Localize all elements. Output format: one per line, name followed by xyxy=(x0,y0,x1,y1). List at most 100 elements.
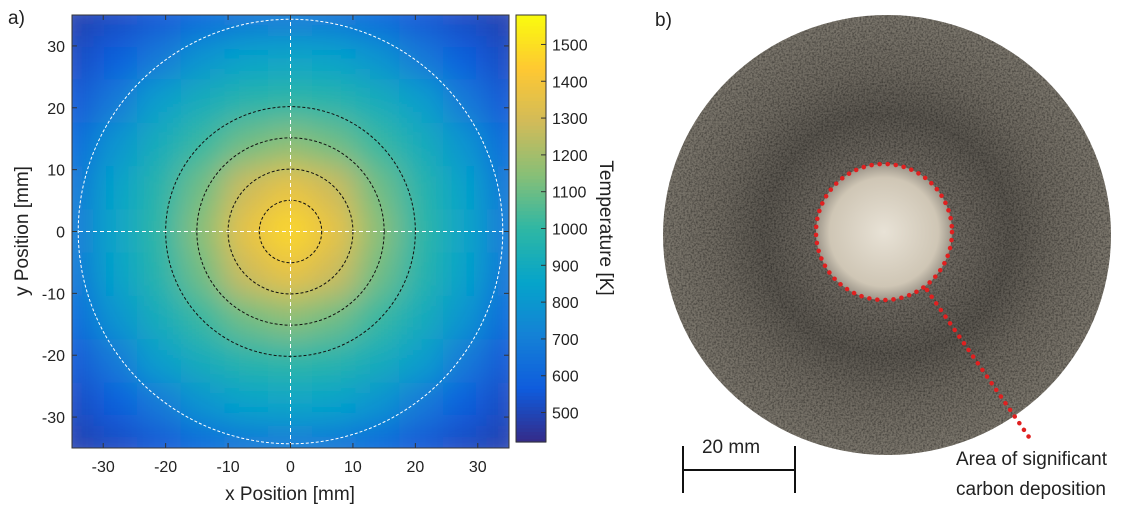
colorbar-slice xyxy=(516,203,546,208)
colorbar-slice xyxy=(516,132,546,137)
heatmap-cell xyxy=(355,122,401,168)
colorbar-slice xyxy=(516,143,546,148)
heatmap-cells xyxy=(72,15,509,448)
heatmap-cell xyxy=(486,122,509,168)
colorbar-slice xyxy=(516,118,546,123)
heatmap-cell xyxy=(311,15,357,38)
y-tick-label: 10 xyxy=(47,163,65,180)
colorbar-slice xyxy=(516,61,546,66)
heatmap-cell xyxy=(311,79,357,124)
heatmap-cell xyxy=(486,36,509,81)
heatmap-cell xyxy=(224,295,270,341)
colorbar-slice xyxy=(516,388,546,393)
colorbar-slice xyxy=(516,385,546,390)
colorbar-slice xyxy=(516,299,546,304)
heatmap-cell xyxy=(137,339,182,384)
colorbar-slice xyxy=(516,239,546,244)
annotation: Area of significant xyxy=(956,449,1108,470)
x-tick-label: 10 xyxy=(344,459,362,476)
heatmap-cell xyxy=(442,79,488,124)
heatmap-cell xyxy=(311,425,357,448)
heatmap-cell xyxy=(486,382,509,427)
pointer xyxy=(924,287,1034,443)
heatmap-cell xyxy=(180,15,226,38)
heatmap-cell xyxy=(72,36,95,81)
heatmap-cell xyxy=(355,425,401,448)
heatmap-cell xyxy=(442,15,488,38)
heatmap-cell xyxy=(486,15,509,38)
x-tick-label: -10 xyxy=(217,459,240,476)
heatmap-cell xyxy=(137,425,182,448)
colorbar-slice xyxy=(516,221,546,226)
colorbar-slice xyxy=(516,370,546,375)
colorbar-slice xyxy=(516,29,546,34)
colorbar-slice xyxy=(516,402,546,408)
y-tick-label: 0 xyxy=(56,225,65,242)
heatmap-cell xyxy=(442,425,488,448)
heatmap-cell xyxy=(224,382,270,427)
heatmap-cell xyxy=(224,425,270,448)
x-axis-label: x Position [mm] xyxy=(225,484,355,505)
colorbar-slice xyxy=(516,395,546,400)
heatmap-cell xyxy=(180,339,226,384)
colorbar-slice xyxy=(516,54,546,59)
colorbar-slice xyxy=(516,89,546,94)
colorbar-slice xyxy=(516,285,546,290)
colorbar-slice xyxy=(516,317,546,322)
y-tick-label: -30 xyxy=(42,410,65,427)
colorbar-slice xyxy=(516,207,546,212)
colorbar-slice xyxy=(516,192,546,198)
heatmap-cell xyxy=(442,166,488,211)
heatmap-cell xyxy=(268,166,313,211)
y-tick-label: -10 xyxy=(42,286,65,303)
colorbar-slice xyxy=(516,157,546,162)
colorbar-slice xyxy=(516,356,546,361)
colorbar-slice xyxy=(516,413,546,418)
heatmap-cell xyxy=(224,252,270,297)
colorbar-slice xyxy=(516,434,546,440)
colorbar-slice xyxy=(516,75,546,80)
colorbar-tick-label: 700 xyxy=(552,332,579,349)
colorbar-slice xyxy=(516,342,546,347)
colorbar-slice xyxy=(516,345,546,351)
colorbar-label: Temperature [K] xyxy=(595,160,616,295)
colorbar-slice xyxy=(516,68,546,73)
colorbar-slice xyxy=(516,86,546,91)
heatmap-cell xyxy=(311,382,357,427)
colorbar-slice xyxy=(516,125,546,130)
heatmap-cell xyxy=(399,15,444,38)
colorbar-slice xyxy=(516,114,546,119)
colorbar-slice xyxy=(516,189,546,194)
colorbar-slice xyxy=(516,57,546,62)
colorbar-slice xyxy=(516,79,546,84)
heatmap-cell xyxy=(93,36,139,81)
heatmap-cell xyxy=(355,15,401,38)
heatmap-cell xyxy=(180,36,226,81)
colorbar-slice xyxy=(516,278,546,283)
colorbar-slice xyxy=(516,310,546,315)
colorbar-tick-label: 1500 xyxy=(552,37,588,54)
colorbar-slice xyxy=(516,267,546,272)
colorbar-slice xyxy=(516,271,546,276)
colorbar-tick-label: 900 xyxy=(552,258,579,275)
heatmap-cell xyxy=(486,295,509,341)
heatmap-cell xyxy=(137,122,182,168)
colorbar-slice xyxy=(516,93,546,98)
heatmap-cell xyxy=(442,339,488,384)
colorbar-slice xyxy=(516,200,546,205)
colorbar-slice xyxy=(516,349,546,354)
colorbar-slice xyxy=(516,96,546,101)
colorbar-slice xyxy=(516,43,546,48)
heatmap-cell xyxy=(93,339,139,384)
colorbar-slice xyxy=(516,107,546,112)
heatmap-cell xyxy=(399,339,444,384)
heatmap-cell xyxy=(180,79,226,124)
colorbar-slice xyxy=(516,217,546,222)
heatmap-cell xyxy=(355,166,401,211)
colorbar-slice xyxy=(516,100,546,105)
colorbar-slice xyxy=(516,246,546,251)
heatmap-cell xyxy=(268,15,313,38)
x-tick-label: -30 xyxy=(92,459,115,476)
heatmap-cell xyxy=(137,382,182,427)
